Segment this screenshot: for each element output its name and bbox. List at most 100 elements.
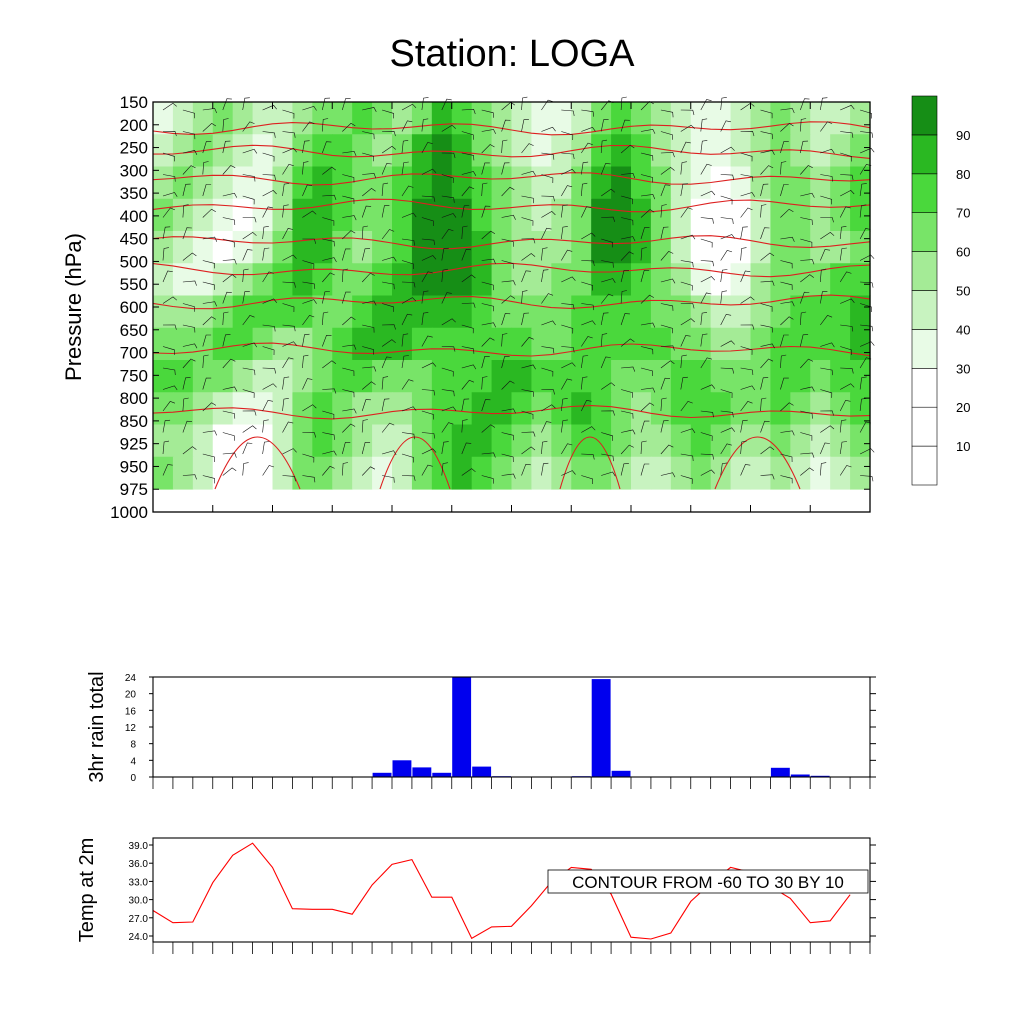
humidity-cell [571, 295, 592, 329]
humidity-cell [352, 392, 373, 426]
wind-barb [282, 254, 297, 261]
wind-barb [581, 260, 595, 266]
isotherm-line [152, 405, 871, 420]
humidity-cell [770, 198, 791, 232]
wind-barb [441, 247, 449, 261]
humidity-cell [212, 231, 234, 264]
wind-barb [820, 442, 830, 455]
wind-barb [421, 97, 429, 111]
rain-bar [452, 677, 472, 777]
wind-barb [839, 399, 851, 412]
wind-barb [700, 453, 714, 460]
rain-axis-label: 3hr rain total [86, 671, 108, 782]
wind-barb [361, 442, 371, 455]
isotherm-line [379, 436, 451, 490]
wind-barb [780, 161, 787, 175]
humidity-cell [830, 134, 851, 168]
rain-bar [472, 766, 492, 777]
wind-barb [700, 260, 714, 267]
wind-barb [700, 312, 708, 326]
wind-barb [441, 389, 455, 397]
wind-barb [700, 118, 708, 132]
humidity-cell [153, 198, 174, 232]
wind-barb [680, 183, 688, 197]
humidity-cell [551, 327, 572, 361]
humidity-cell [730, 424, 752, 458]
humidity-cell [212, 263, 234, 297]
wind-barb [859, 254, 875, 261]
humidity-cell [730, 263, 752, 297]
wind-barb [381, 163, 392, 175]
wind-barb [820, 291, 828, 304]
humidity-cell [292, 102, 313, 135]
wind-barb [202, 377, 212, 390]
wind-barb [760, 324, 773, 333]
wind-barb [840, 367, 854, 374]
wind-barb [222, 217, 236, 226]
humidity-cell [810, 198, 831, 232]
wind-barb [740, 296, 755, 304]
humidity-cell [790, 360, 811, 393]
humidity-cell [670, 102, 692, 135]
wind-barb [242, 291, 250, 304]
wind-barb [800, 334, 809, 347]
wind-barb [441, 462, 448, 476]
wind-barb [760, 420, 770, 433]
rain-panel: 0 4 8 12 16 20 24 3hr rain total [86, 671, 876, 789]
wind-barb [322, 388, 337, 394]
wind-barb [820, 97, 828, 111]
humidity-cell [212, 102, 234, 135]
humidity-cell [830, 360, 851, 393]
wind-barb [222, 238, 235, 248]
wind-barb [242, 442, 253, 455]
wind-barb [461, 419, 468, 433]
wind-barb [839, 271, 852, 283]
wind-barb [362, 324, 375, 333]
wind-barb [441, 152, 456, 159]
humidity-cell [710, 392, 732, 426]
humidity-cell [591, 360, 612, 393]
wind-barb [461, 274, 476, 283]
humidity-cell [352, 166, 373, 200]
wind-barb [820, 217, 834, 223]
humidity-cell [511, 327, 533, 361]
contour-info-label: CONTOUR FROM -60 TO 30 BY 10 [572, 873, 844, 892]
humidity-cell [670, 166, 692, 200]
humidity-cell [750, 456, 772, 490]
wind-barb [581, 399, 592, 412]
humidity-cell [750, 327, 772, 361]
wind-barb [581, 355, 589, 369]
wind-barb [700, 190, 716, 197]
wind-barb [441, 367, 454, 377]
wind-barb [581, 336, 593, 347]
wind-barb [501, 432, 514, 441]
humidity-cell [451, 102, 473, 135]
humidity-cell [730, 456, 752, 490]
humidity-cell [252, 231, 274, 264]
humidity-cell [551, 166, 572, 200]
wind-barb [541, 152, 555, 160]
wind-barb [501, 453, 514, 463]
wind-barb [282, 475, 296, 482]
humidity-cell [431, 295, 453, 329]
wind-barb [382, 450, 397, 456]
wind-barb [461, 346, 475, 354]
wind-barb [242, 410, 257, 416]
wind-barb [561, 185, 573, 197]
wind-barb [222, 140, 231, 154]
wind-barb [282, 421, 294, 433]
humidity-cell [631, 424, 652, 458]
wind-barb [660, 324, 673, 334]
humidity-cell [153, 424, 174, 458]
wind-barb [740, 270, 751, 283]
humidity-cell [790, 456, 811, 490]
wind-barb [859, 147, 875, 154]
wind-barb [162, 174, 176, 182]
wind-barb [640, 463, 650, 476]
rain-tick-label: 12 [125, 723, 137, 734]
wind-barb [461, 225, 468, 240]
humidity-cell [850, 295, 871, 329]
wind-barb [401, 313, 413, 326]
humidity-cell [830, 327, 851, 361]
humidity-cell [332, 424, 353, 458]
